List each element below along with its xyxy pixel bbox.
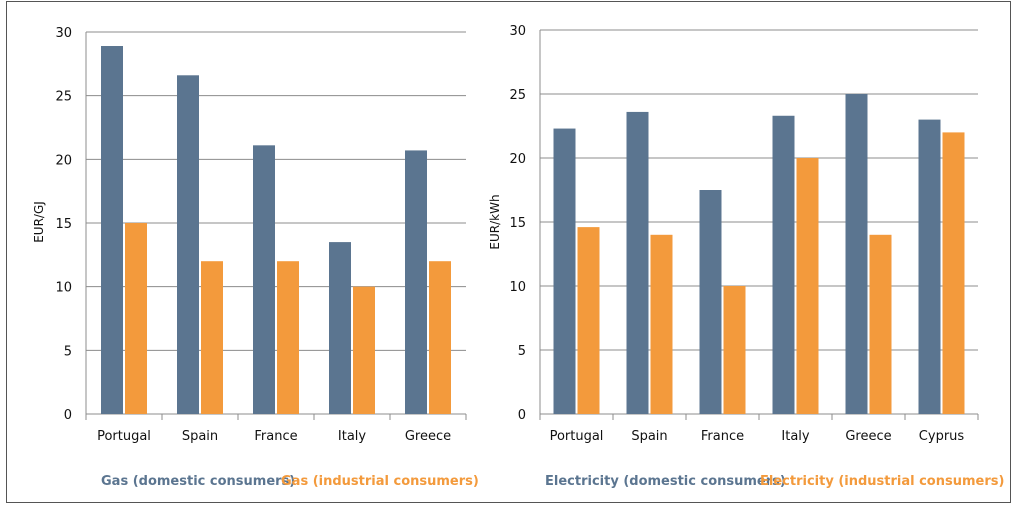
y-axis-ticks: 0 5 10 15 20 25 30 (55, 26, 72, 423)
bar-industrial (942, 132, 965, 414)
x-tick-label: Portugal (97, 429, 151, 444)
bar-domestic (177, 75, 199, 414)
y-tick-label: 30 (509, 24, 526, 39)
x-tick-label: Portugal (550, 429, 604, 444)
y-tick-label: 30 (55, 26, 72, 41)
x-tick-label: France (254, 429, 297, 444)
y-tick-label: 0 (64, 408, 72, 423)
y-axis-label: EUR/kWh (488, 194, 502, 249)
bar-industrial (429, 261, 451, 414)
bar-domestic (405, 150, 427, 415)
x-tick-label: Spain (631, 429, 667, 444)
legend-industrial-gas: Gas (industrial consumers) (281, 474, 479, 489)
x-tick-label: Spain (182, 429, 218, 444)
bar-domestic (699, 190, 722, 414)
gas-price-chart: 0 5 10 15 20 25 30 Portugal Spain France Italy Gre… (32, 26, 479, 489)
y-tick-label: 10 (55, 281, 72, 296)
y-tick-label: 20 (509, 152, 526, 167)
legend-domestic-electricity: Electricity (domestic consumers) (545, 474, 786, 489)
figure-frame (6, 1, 1011, 503)
y-axis-label: EUR/GJ (32, 201, 46, 243)
y-tick-label: 0 (518, 408, 526, 423)
x-axis-ticks: Portugal Spain France Italy Greece (85, 414, 467, 444)
bar-domestic (329, 242, 351, 414)
y-axis-ticks: 0 5 10 15 20 25 30 (509, 24, 526, 423)
x-axis-ticks: Portugal Spain France Italy Greece Cyprus (539, 414, 979, 444)
bar-domestic (253, 145, 275, 414)
bars (553, 94, 965, 415)
y-tick-label: 5 (64, 344, 72, 359)
bar-domestic (626, 111, 649, 415)
bar-industrial (723, 286, 746, 414)
x-tick-label: Italy (338, 429, 367, 444)
legend-domestic-gas: Gas (domestic consumers) (101, 474, 295, 489)
bar-domestic (918, 119, 941, 414)
bar-domestic (101, 46, 123, 415)
gridlines (85, 31, 466, 415)
electricity-price-chart: 0 5 10 15 20 25 30 Portugal Spain France Italy Gre… (488, 24, 1004, 489)
gridlines (539, 29, 978, 415)
bar-industrial (869, 234, 892, 414)
x-tick-label: Greece (845, 429, 891, 444)
y-tick-label: 15 (509, 216, 526, 231)
x-tick-label: France (701, 429, 744, 444)
x-tick-label: Cyprus (919, 429, 965, 444)
bar-industrial (125, 223, 147, 414)
bar-industrial (650, 234, 673, 414)
bar-industrial (201, 261, 223, 414)
bar-domestic (553, 128, 576, 414)
bar-industrial (353, 286, 375, 414)
bar-industrial (796, 158, 819, 414)
bar-domestic (772, 115, 795, 414)
x-tick-label: Greece (405, 429, 451, 444)
y-tick-label: 20 (55, 153, 72, 168)
y-tick-label: 25 (55, 90, 72, 105)
legend-industrial-electricity: Electricity (industrial consumers) (760, 474, 1004, 489)
y-tick-label: 25 (509, 88, 526, 103)
bar-industrial (277, 261, 299, 414)
bar-industrial (577, 227, 600, 414)
bars (101, 46, 451, 415)
y-tick-label: 5 (518, 344, 526, 359)
x-tick-label: Italy (781, 429, 810, 444)
y-tick-label: 15 (55, 217, 72, 232)
bar-domestic (845, 94, 868, 414)
y-tick-label: 10 (509, 280, 526, 295)
